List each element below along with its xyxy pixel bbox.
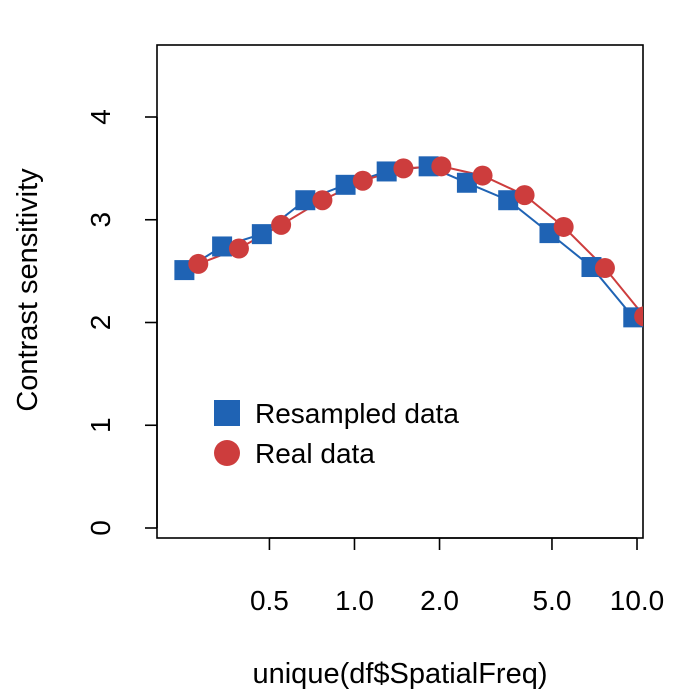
- resampled-point: [335, 174, 356, 195]
- x-tick-label: 10.0: [610, 585, 665, 616]
- legend-label: Resampled data: [255, 398, 459, 429]
- x-tick-label: 1.0: [335, 585, 374, 616]
- series-layer: [174, 156, 643, 328]
- real-point: [271, 214, 292, 235]
- y-axis: 0 1 2 3 4: [85, 109, 158, 536]
- legend-marker-square: [214, 400, 240, 426]
- real-point: [514, 185, 535, 206]
- resampled-point: [212, 236, 233, 257]
- resampled-point: [498, 190, 519, 211]
- real-point: [594, 258, 615, 279]
- real-point: [188, 253, 209, 274]
- real-point: [553, 216, 574, 237]
- real-point: [393, 158, 414, 179]
- legend: Resampled data Real data: [214, 398, 459, 469]
- resampled-point: [376, 161, 397, 182]
- y-tick-label: 2: [85, 315, 116, 331]
- y-tick-label: 3: [85, 212, 116, 228]
- real-point: [431, 156, 452, 177]
- real-point: [312, 190, 333, 211]
- real-point: [352, 170, 373, 191]
- real-point: [228, 238, 249, 259]
- x-tick-label: 5.0: [532, 585, 571, 616]
- legend-label: Real data: [255, 438, 375, 469]
- real-point: [634, 306, 643, 327]
- y-tick-label: 1: [85, 417, 116, 433]
- x-tick-label: 2.0: [420, 585, 459, 616]
- resampled-point: [295, 190, 316, 211]
- y-tick-label: 4: [85, 109, 116, 125]
- real-point: [472, 165, 493, 186]
- y-tick-label: 0: [85, 520, 116, 536]
- legend-marker-circle: [214, 440, 240, 466]
- x-axis-label: unique(df$SpatialFreq): [252, 658, 547, 690]
- y-axis-label: Contrast sensitivity: [12, 168, 44, 412]
- x-axis: 0.5 1.0 2.0 5.0 10.0: [250, 537, 665, 616]
- x-tick-label: 0.5: [250, 585, 289, 616]
- resampled-point: [251, 224, 272, 245]
- resampled-point: [456, 172, 477, 193]
